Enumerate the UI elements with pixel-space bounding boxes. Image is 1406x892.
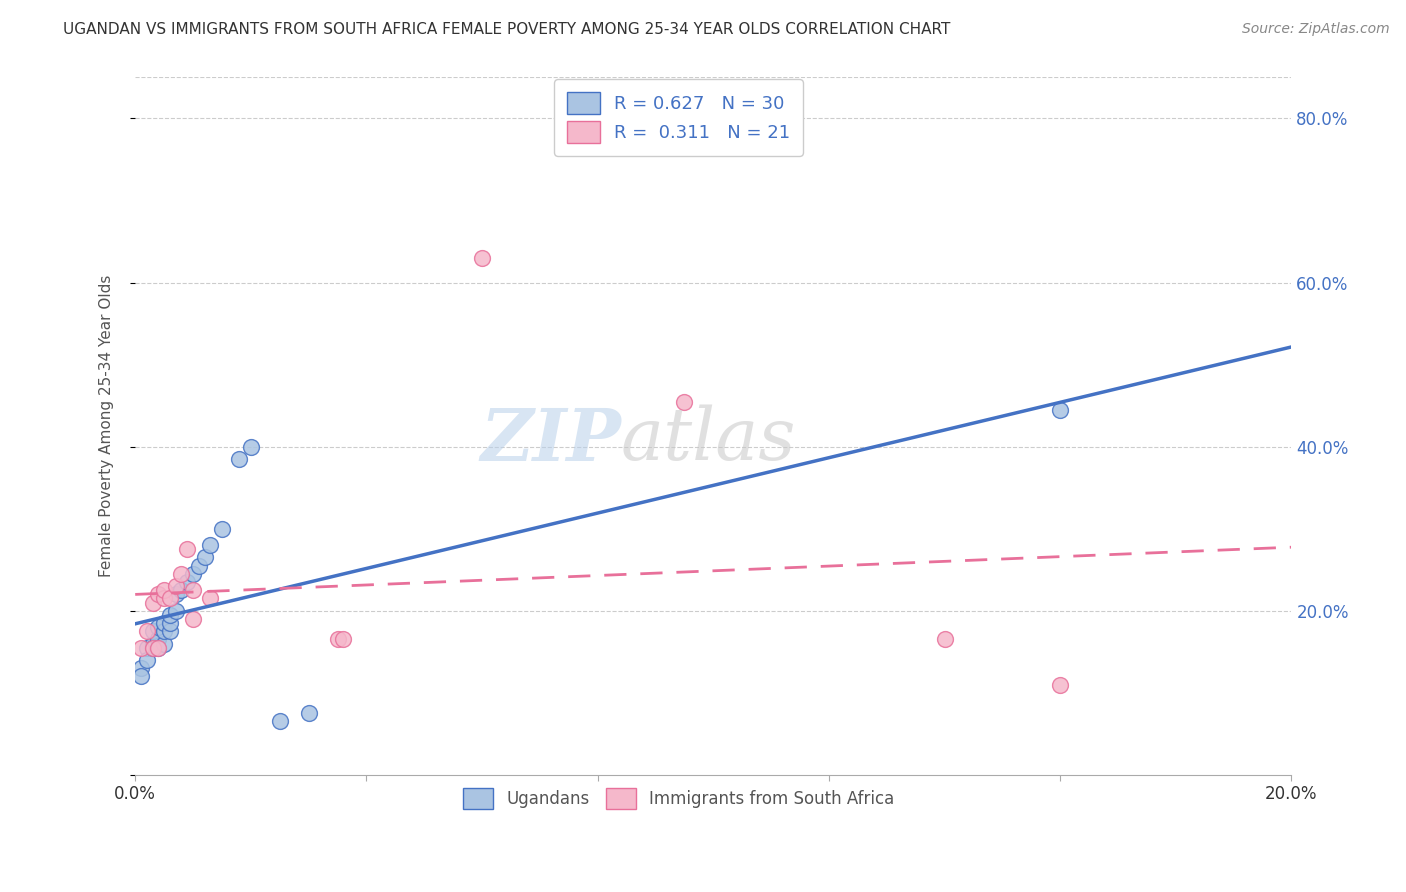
Point	[181, 583, 204, 598]
Point	[159, 607, 181, 622]
Point	[211, 522, 233, 536]
Point	[153, 615, 176, 630]
Point	[1049, 402, 1071, 417]
Point	[148, 587, 170, 601]
Point	[332, 632, 354, 647]
Point	[239, 440, 262, 454]
Point	[141, 595, 163, 609]
Point	[200, 591, 222, 606]
Point	[165, 587, 187, 601]
Text: Source: ZipAtlas.com: Source: ZipAtlas.com	[1241, 22, 1389, 37]
Point	[141, 640, 163, 655]
Point	[200, 538, 222, 552]
Point	[170, 583, 193, 598]
Point	[159, 591, 181, 606]
Point	[159, 615, 181, 630]
Point	[165, 579, 187, 593]
Point	[269, 714, 291, 729]
Point	[170, 566, 193, 581]
Point	[165, 604, 187, 618]
Point	[148, 640, 170, 655]
Legend: Ugandans, Immigrants from South Africa: Ugandans, Immigrants from South Africa	[456, 781, 901, 815]
Y-axis label: Female Poverty Among 25-34 Year Olds: Female Poverty Among 25-34 Year Olds	[100, 275, 114, 577]
Point	[141, 640, 163, 655]
Point	[148, 632, 170, 647]
Text: atlas: atlas	[621, 405, 796, 475]
Point	[1049, 677, 1071, 691]
Point	[181, 612, 204, 626]
Text: ZIP: ZIP	[479, 405, 621, 475]
Point	[148, 620, 170, 634]
Point	[129, 669, 152, 683]
Point	[135, 640, 157, 655]
Point	[135, 624, 157, 639]
Point	[228, 452, 250, 467]
Point	[176, 574, 198, 589]
Point	[159, 624, 181, 639]
Point	[148, 640, 170, 655]
Point	[153, 591, 176, 606]
Point	[141, 636, 163, 650]
Point	[153, 583, 176, 598]
Point	[471, 251, 494, 265]
Point	[298, 706, 321, 721]
Point	[135, 653, 157, 667]
Point	[153, 624, 176, 639]
Point	[181, 566, 204, 581]
Point	[326, 632, 349, 647]
Point	[153, 636, 176, 650]
Point	[141, 624, 163, 639]
Point	[187, 558, 209, 573]
Text: UGANDAN VS IMMIGRANTS FROM SOUTH AFRICA FEMALE POVERTY AMONG 25-34 YEAR OLDS COR: UGANDAN VS IMMIGRANTS FROM SOUTH AFRICA …	[63, 22, 950, 37]
Point	[673, 394, 696, 409]
Point	[129, 640, 152, 655]
Point	[193, 550, 215, 565]
Point	[129, 661, 152, 675]
Point	[934, 632, 956, 647]
Point	[176, 542, 198, 557]
